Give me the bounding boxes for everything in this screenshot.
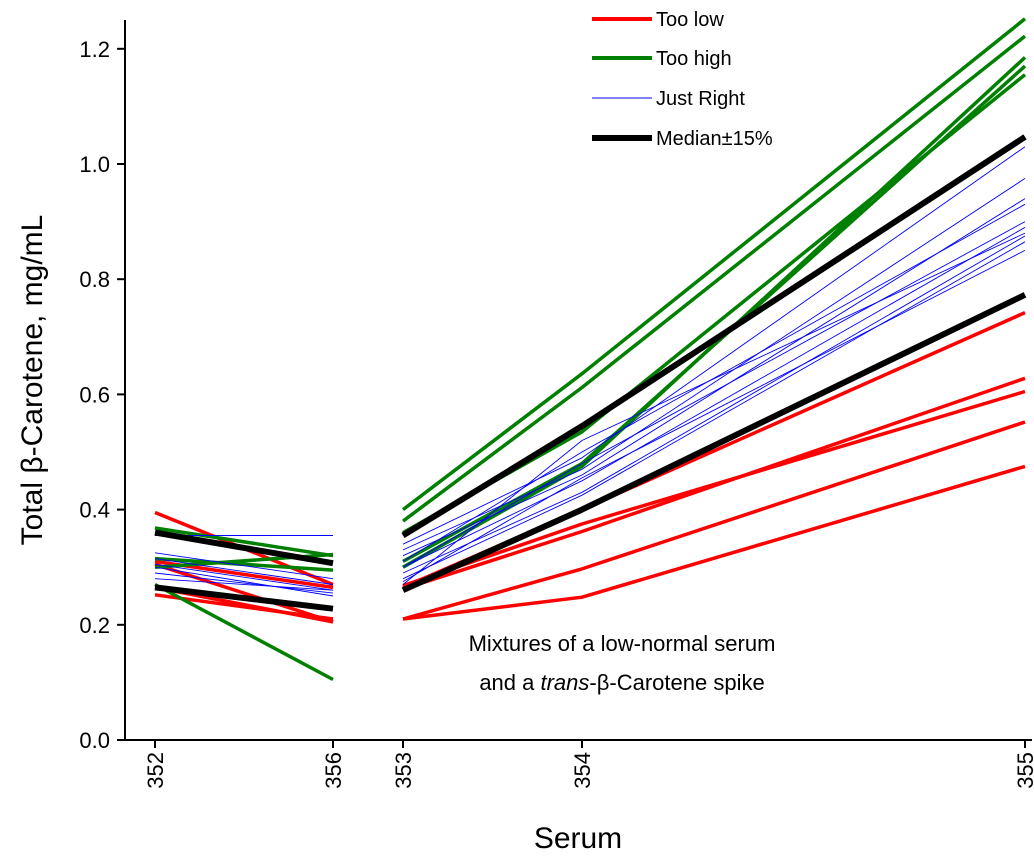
left-panel-series-too-low-2 (154, 562, 334, 624)
left-panel-series-too-high-5 (154, 526, 334, 558)
left-panel-series-too-high-8 (154, 582, 334, 682)
right-panel-series-just-right-18 (402, 249, 1026, 582)
right-panel-series-just-right-15 (402, 227, 1026, 568)
legend-label-just-right: Just Right (656, 88, 745, 110)
left-panel-series-just-right-13 (154, 566, 334, 597)
x-tick-label: 354 (570, 752, 595, 789)
right-panel-series-just-right-16 (402, 235, 1026, 574)
right-panel-series-just-right-12 (402, 198, 1026, 557)
right-panel-series-just-right-19 (402, 232, 1026, 585)
y-ticks: 0.0 0.2 0.4 0.6 0.8 1.0 1.2 (79, 37, 125, 753)
y-tick-label: 0.6 (79, 382, 110, 407)
right-panel-series-just-right-11 (402, 178, 1026, 551)
x-ticks: 352 356 353 354 355 (143, 740, 1034, 789)
right-panel-series-too-low-0 (402, 464, 1026, 621)
right-panel-series-too-high-5 (401, 17, 1027, 511)
annotation-line-1: Mixtures of a low-normal serum (469, 631, 776, 656)
x-axis-title: Serum (534, 822, 622, 855)
annotation-line-2: and a trans-β-Carotene spike (479, 670, 764, 695)
y-tick-label: 0.0 (79, 728, 110, 753)
x-tick-label: 355 (1013, 752, 1034, 789)
left-panel-series-too-high-7 (154, 556, 334, 572)
legend-label-too-low: Too low (656, 9, 724, 31)
annotation-italic: trans (540, 670, 589, 695)
left-panel-series-median-16 (154, 529, 334, 567)
y-tick-label: 1.0 (79, 152, 110, 177)
y-tick-label: 1.2 (79, 37, 110, 62)
y-tick-label: 0.4 (79, 498, 110, 523)
annotation-rest: -β-Carotene spike (589, 670, 764, 695)
left-panel-series-just-right-12 (154, 563, 334, 591)
left-panel-series-just-right-15 (154, 578, 334, 591)
right-panel-series-median-20 (401, 134, 1027, 539)
annotation-prefix: and a (479, 670, 540, 695)
legend-label-median: Median±15% (656, 128, 773, 150)
series-layer (154, 17, 1027, 682)
right-panel-series-just-right-10 (402, 146, 1026, 545)
x-tick-label: 356 (321, 752, 346, 789)
left-panel-series-just-right-11 (154, 558, 334, 585)
left-panel-series-just-right-14 (154, 572, 334, 594)
right-panel-series-median-21 (401, 292, 1027, 593)
legend-label-too-high: Too high (656, 48, 732, 70)
left-panel-series-just-right-10 (154, 552, 334, 580)
y-axis-title: Total β-Carotene, mg/mL (16, 215, 49, 546)
y-tick-label: 0.2 (79, 613, 110, 638)
x-tick-label: 352 (143, 752, 168, 789)
y-tick-label: 0.8 (79, 267, 110, 292)
x-tick-label: 353 (391, 752, 416, 789)
left-panel-series-median-17 (154, 584, 334, 612)
right-panel-series-too-low-1 (402, 420, 1026, 621)
right-panel-series-too-low-2 (402, 376, 1026, 591)
right-panel-series-too-high-6 (401, 34, 1027, 523)
right-panel-series-too-high-8 (402, 56, 1027, 569)
right-panel-series-just-right-13 (402, 203, 1026, 562)
legend: Too low Too high Just Right Median±15% (592, 9, 773, 150)
